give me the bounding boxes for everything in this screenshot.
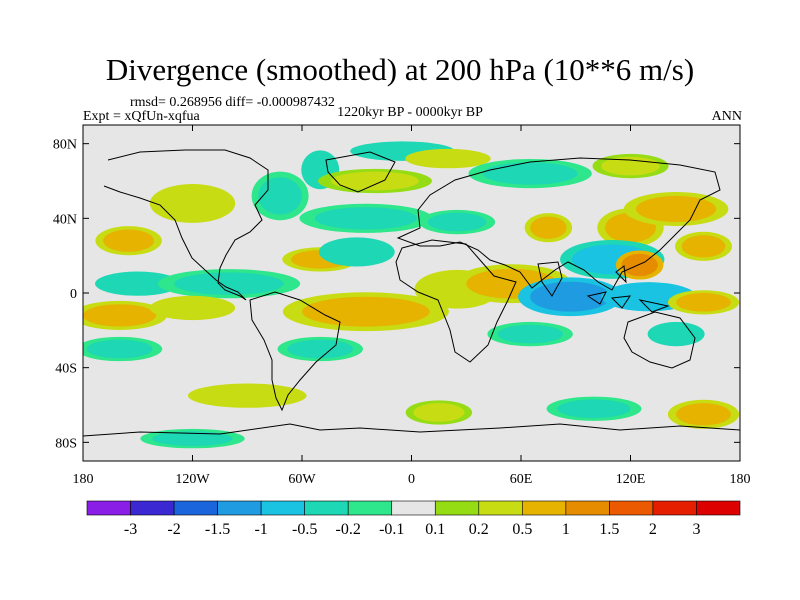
coastlines: [83, 149, 740, 437]
field-region: [201, 386, 293, 405]
coast-greenland: [325, 151, 396, 193]
colorbar-label: -1.5: [205, 521, 230, 538]
lon-tick-label: 60W: [288, 472, 316, 487]
coast-south-america: [249, 291, 341, 412]
lat-tick-label: 40N: [53, 212, 77, 227]
colorbar-swatch: [304, 500, 349, 516]
field-region: [83, 304, 156, 327]
field-region: [621, 253, 658, 277]
field-region: [530, 281, 611, 312]
field-region: [174, 272, 284, 295]
colorbar-swatch: [217, 500, 262, 516]
colorbar-swatch: [130, 500, 175, 516]
period-label: 1220kyr BP - 0000kyr BP: [337, 105, 483, 120]
field-region: [482, 162, 578, 185]
colorbar-label: 2: [649, 521, 657, 538]
field-region: [635, 195, 717, 223]
colorbar-label: -1: [254, 521, 267, 538]
field-region: [654, 324, 699, 344]
colorbar-label: -2: [167, 521, 180, 538]
map-title: Divergence (smoothed) at 200 hPa (10**6 …: [105, 52, 695, 87]
colorbar-label: 1.5: [599, 521, 619, 538]
colorbar-label: 1: [562, 521, 570, 538]
field-region: [681, 235, 726, 258]
field-region: [86, 339, 153, 359]
colorbar-swatch: [522, 500, 567, 516]
colorbar-swatch: [173, 500, 218, 516]
field-region: [331, 171, 419, 191]
colorbar-swatch: [478, 500, 523, 516]
latitude-axis: 80N 40N 0 40S 80S: [53, 138, 740, 451]
coast-eurasia: [396, 157, 721, 291]
colorbar-swatch: [652, 500, 697, 516]
longitude-axis: 180 120W 60W 0 60E 120E 180: [73, 125, 751, 487]
colorbar-label: -0.1: [379, 521, 404, 538]
field-region: [530, 216, 567, 239]
field-region: [676, 403, 731, 426]
coast-antarctica: [83, 423, 740, 437]
colorbar-swatch: [86, 500, 131, 516]
colorbar-label: 0.5: [512, 521, 532, 538]
season-label: ANN: [711, 109, 742, 124]
colorbar-swatch: [565, 500, 610, 516]
divergence-field: [83, 141, 740, 449]
field-region: [427, 212, 487, 232]
lon-tick-label: 0: [408, 472, 415, 487]
field-region: [258, 177, 302, 215]
lat-tick-label: 40S: [55, 362, 77, 377]
colorbar-swatch: [696, 500, 741, 516]
colorbar-swatch: [347, 500, 393, 516]
lat-tick-label: 80N: [53, 138, 77, 153]
field-region: [159, 298, 226, 318]
field-region: [159, 188, 226, 219]
lon-tick-label: 60E: [510, 472, 533, 487]
field-region: [152, 431, 233, 447]
field-region: [327, 240, 386, 264]
field-region: [103, 229, 155, 252]
lat-tick-label: 0: [70, 287, 77, 302]
colorbar-label: -0.2: [336, 521, 361, 538]
colorbar-swatch: [434, 500, 480, 516]
field-region: [287, 339, 354, 359]
field-region: [413, 403, 465, 422]
field-region: [104, 274, 171, 293]
lon-tick-label: 120W: [175, 472, 210, 487]
stats-label: rmsd= 0.268956 diff= -0.000987432: [130, 95, 335, 110]
coast-australia: [623, 311, 696, 369]
coast-maritime: [586, 265, 670, 313]
field-region: [497, 324, 563, 344]
field-region: [314, 207, 417, 230]
lon-tick-label: 180: [73, 472, 94, 487]
colorbar: -3 -2 -1.5 -1 -0.5 -0.2 -0.1 0.1 0.2 0.5 1 1.5 2 3: [86, 500, 741, 538]
field-region: [302, 296, 430, 327]
colorbar-label: 0.2: [469, 521, 489, 538]
field-region: [676, 293, 731, 312]
colorbar-swatch: [391, 500, 436, 516]
lat-tick-label: 80S: [55, 436, 77, 451]
field-region: [612, 285, 686, 308]
field-region: [415, 151, 481, 167]
experiment-label: Expt = xQfUn-xqfua: [83, 109, 200, 124]
colorbar-label: -3: [124, 521, 137, 538]
coast-africa: [395, 239, 517, 363]
lon-tick-label: 180: [730, 472, 751, 487]
colorbar-swatch: [609, 500, 654, 516]
coast-india: [537, 261, 563, 297]
colorbar-label: -0.5: [292, 521, 317, 538]
lon-tick-label: 120E: [616, 472, 646, 487]
colorbar-label: 0.1: [425, 521, 445, 538]
colorbar-swatch: [260, 500, 305, 516]
field-region: [557, 399, 631, 419]
colorbar-label: 3: [692, 521, 700, 538]
coast-north-america: [103, 149, 269, 301]
